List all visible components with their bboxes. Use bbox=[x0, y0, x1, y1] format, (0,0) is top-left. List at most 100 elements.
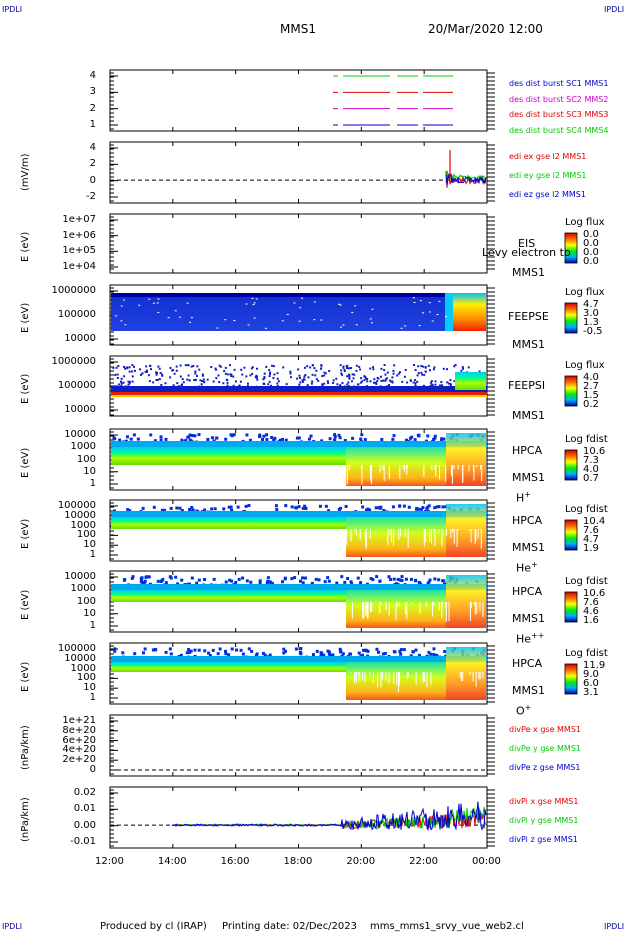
spectrogram-speckle bbox=[202, 378, 205, 381]
spectrogram-speckle bbox=[321, 384, 324, 387]
spectrogram-speckle bbox=[427, 504, 431, 508]
colorbar-tick-label: 1.6 bbox=[583, 615, 599, 626]
instrument-label-mms: MMS1 bbox=[512, 684, 545, 697]
spectrogram-speckle bbox=[203, 649, 207, 653]
spectrogram-speckle bbox=[414, 379, 417, 382]
spectrogram-speckle bbox=[298, 650, 302, 654]
spectrogram-speckle bbox=[297, 505, 301, 509]
spectrogram-speckle bbox=[346, 383, 349, 386]
spectrogram-band-top bbox=[111, 511, 487, 517]
spectrogram-speckle bbox=[351, 436, 355, 440]
spectrogram-speckle bbox=[366, 377, 369, 380]
spectrogram-noise bbox=[281, 320, 284, 322]
instrument-label: HPCA bbox=[512, 585, 543, 598]
spectrogram-speckle bbox=[118, 438, 122, 442]
y-tick-label: 4e+20 bbox=[62, 744, 96, 756]
spectrogram-speckle bbox=[230, 647, 234, 651]
colorbar-tick-label: 0.0 bbox=[583, 247, 599, 258]
spectrogram-speckle bbox=[190, 434, 194, 438]
x-tick-label: 20:00 bbox=[346, 856, 376, 867]
instrument-label: EIS bbox=[518, 237, 536, 250]
spectrogram-speckle bbox=[143, 579, 147, 583]
spectrogram-speckle bbox=[366, 649, 370, 653]
y-tick-label: 100000 bbox=[57, 309, 96, 320]
spectrogram-speckle bbox=[122, 381, 125, 384]
spectrogram-speckle bbox=[383, 651, 387, 655]
spectrogram-speckle bbox=[327, 382, 330, 385]
spectrogram-speckle bbox=[246, 384, 249, 387]
spectrogram-noise bbox=[167, 317, 170, 319]
legend-divpi: divPi x gse MMS1 bbox=[509, 797, 579, 806]
spectrogram-speckle bbox=[306, 365, 309, 368]
spectrogram-speckle bbox=[301, 581, 305, 585]
spectrogram-speckle bbox=[247, 504, 251, 508]
spectrogram-speckle bbox=[149, 433, 153, 437]
spectrogram-speckle bbox=[347, 384, 350, 387]
header-datetime: 20/Mar/2020 12:00 bbox=[428, 22, 543, 36]
spectrogram-speckle bbox=[270, 436, 274, 440]
spectrogram-speckle bbox=[392, 369, 395, 372]
spectrogram-speckle bbox=[360, 380, 363, 383]
y-tick-label: 10 bbox=[83, 465, 96, 477]
spectrogram-speckle bbox=[338, 436, 342, 440]
species-label: He++ bbox=[516, 631, 545, 646]
spectrogram-speckle bbox=[427, 580, 431, 584]
spectrogram-speckle bbox=[164, 650, 168, 654]
spectrogram-noise bbox=[355, 324, 358, 326]
spectrogram-noise bbox=[138, 304, 141, 306]
y-axis-label: (mV/m) bbox=[20, 153, 31, 191]
spectrogram-band bbox=[111, 662, 346, 672]
spectrogram-speckle bbox=[391, 505, 395, 509]
colorbar-title: Log fdist bbox=[565, 648, 608, 659]
spectrogram-speckle bbox=[131, 364, 134, 367]
spectrogram-noise bbox=[252, 303, 255, 305]
spectrogram-speckle bbox=[365, 649, 369, 653]
spectrogram-speckle bbox=[315, 369, 318, 372]
spectrogram-speckle bbox=[188, 379, 191, 382]
spectrogram-speckle bbox=[356, 576, 360, 580]
spectrogram-speckle bbox=[315, 378, 318, 381]
panel-frame-3 bbox=[109, 213, 488, 274]
instrument-label-mms: MMS1 bbox=[512, 409, 545, 422]
spectrogram-speckle bbox=[374, 381, 377, 384]
spectrogram-speckle bbox=[290, 577, 294, 581]
spectrogram-speckle bbox=[298, 579, 302, 583]
spectrogram-speckle bbox=[302, 380, 305, 383]
spectrogram-speckle bbox=[186, 435, 190, 439]
y-axis-label: E (eV) bbox=[20, 661, 31, 692]
corner-label-bottom-right: IPDLI bbox=[604, 922, 625, 931]
spectrogram-speckle bbox=[439, 439, 443, 443]
spectrogram-speckle bbox=[160, 508, 164, 512]
spectrogram-speckle bbox=[272, 365, 275, 368]
spectrogram-speckle bbox=[332, 382, 335, 385]
spectrogram-speckle bbox=[379, 375, 382, 378]
spectrogram-noise bbox=[445, 316, 448, 318]
overlay-label: Levy electron to bbox=[482, 246, 571, 259]
spectrogram-speckle bbox=[429, 384, 432, 387]
spectrogram-speckle bbox=[315, 649, 319, 653]
instrument-label-mms: MMS1 bbox=[512, 471, 545, 484]
spectrogram-speckle bbox=[352, 377, 355, 380]
spectrogram-speckle bbox=[129, 437, 133, 441]
spectrogram-speckle bbox=[382, 379, 385, 382]
spectrogram-speckle bbox=[241, 576, 245, 580]
spectrogram-speckle bbox=[224, 366, 227, 369]
spectrogram-speckle bbox=[268, 380, 271, 383]
y-tick-label: 4 bbox=[89, 70, 96, 81]
spectrogram-speckle bbox=[341, 381, 344, 384]
legend-divpe: divPe y gse MMS1 bbox=[509, 744, 581, 753]
spectrogram-speckle bbox=[265, 433, 269, 437]
spectrogram-speckle bbox=[230, 373, 233, 376]
y-tick-label: 4 bbox=[89, 142, 96, 153]
spectrogram-speckle bbox=[386, 377, 389, 380]
spectrogram-speckle bbox=[179, 364, 182, 367]
y-tick-label: 10 bbox=[83, 539, 96, 551]
spectrogram-speckle bbox=[340, 369, 343, 372]
spectrogram-speckle bbox=[433, 434, 437, 438]
spectrogram-speckle bbox=[262, 434, 266, 438]
spectrogram-speckle bbox=[275, 507, 279, 511]
spectrogram-speckle bbox=[271, 582, 275, 586]
spectrogram-speckle bbox=[317, 379, 320, 382]
spectrogram-speckle bbox=[289, 370, 292, 373]
y-tick-label: 0 bbox=[89, 764, 96, 775]
